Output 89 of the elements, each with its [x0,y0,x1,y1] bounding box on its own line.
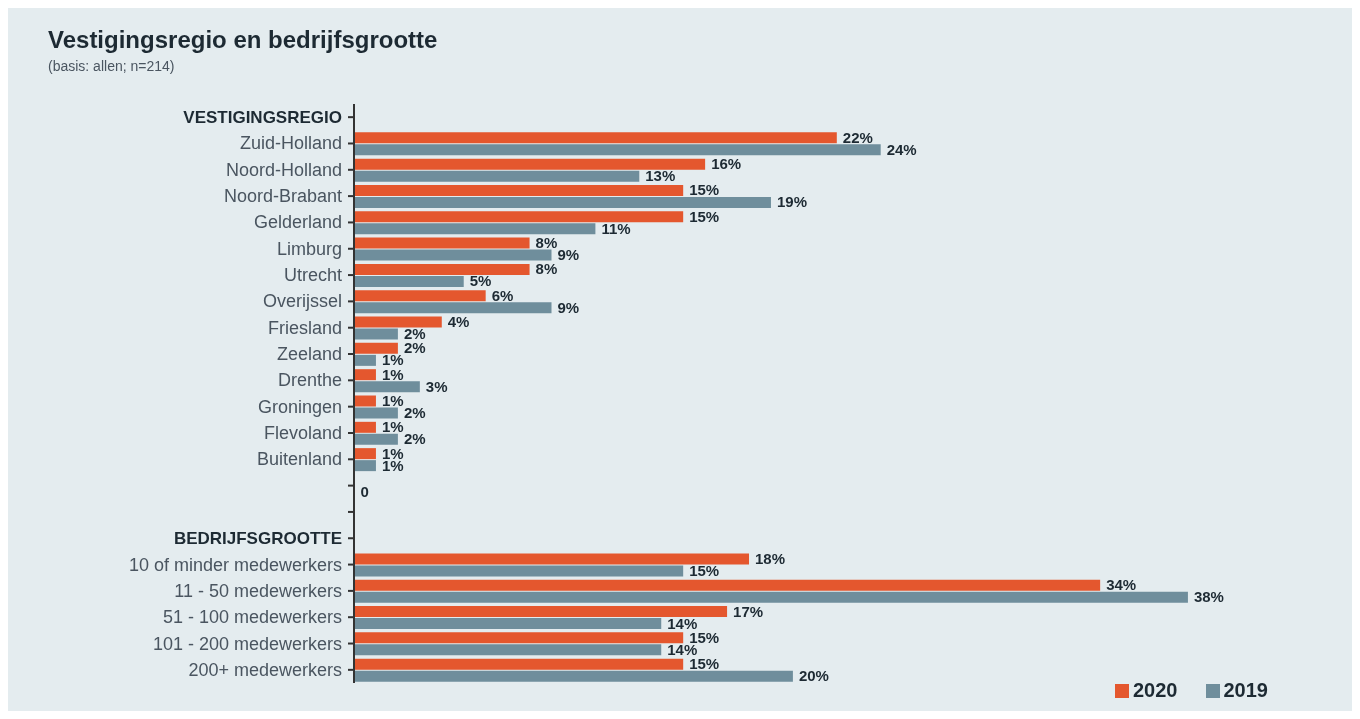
y-tick-label: Zuid-Holland [239,133,342,154]
bar [354,237,530,249]
bar [354,184,684,196]
y-tick-label: 11 - 50 medewerkers [174,580,342,601]
data-label: 2% [403,404,426,421]
bar [354,132,837,144]
bar [354,670,793,682]
y-tick-label: Noord-Holland [225,159,342,180]
y-tick-label: Noord-Brabant [223,186,342,207]
bar [354,553,750,565]
bar [354,421,376,433]
data-label: 15% [689,561,720,579]
bar [354,369,376,381]
text: (basis: allen; n=214) [48,58,175,74]
bar [354,354,376,366]
data-label: 15% [689,181,720,199]
data-label: 1% [381,418,404,436]
y-tick-label: Drenthe [277,370,342,391]
bar [354,144,881,156]
bar [354,565,684,577]
data-label: 24% [886,140,917,158]
y-tick-label: 10 of minder medewerkers [128,554,342,575]
data-label: 15% [689,207,720,225]
y-tick-label: VESTIGINGSREGIO [183,108,342,128]
y-tick-label: Utrecht [283,265,342,286]
data-label: 2% [403,430,426,448]
y-tick-label: Friesland [267,317,342,338]
legend-label: 2019 [1222,679,1268,702]
bar [354,433,398,445]
bar [354,275,464,287]
data-label: 22% [842,128,873,146]
y-tick-label: Flevoland [263,422,342,443]
bar [354,249,552,261]
y-tick-label: BEDRIJFSGROOTTE [173,529,342,549]
bar [354,644,662,656]
y-tick-label: Limburg [276,238,342,259]
bar [354,395,376,407]
y-tick-label: 51 - 100 medewerkers [162,607,342,628]
bar [354,460,376,472]
data-label: 38% [1193,588,1224,606]
bar [354,618,662,630]
bar [354,223,596,235]
data-label: 6% [491,286,514,304]
data-label: 3% [425,377,448,395]
bar [354,579,1101,591]
y-tick-label: 200+ medewerkers [188,659,342,680]
bar [354,302,552,314]
bar [354,211,684,223]
chart-title: Vestigingsregio en bedrijfsgrootte [48,26,438,54]
data-label: 0 [360,482,369,500]
y-tick-label: Groningen [257,396,342,417]
data-label: 16% [711,155,742,173]
bar [354,381,420,393]
data-label: 8% [535,260,558,278]
bar [354,196,771,208]
bar [354,170,640,182]
y-tick-label: Buitenland [256,449,342,470]
y-tick-label: Gelderland [253,212,342,233]
bar [354,448,376,460]
bar [354,158,706,170]
y-tick-label: 101 - 200 medewerkers [152,633,342,654]
data-label: 17% [733,602,764,620]
bar [354,407,398,419]
bar [354,328,398,340]
bar [354,591,1188,603]
data-label: 20% [798,667,829,685]
bar [354,606,728,618]
data-label: 19% [776,193,807,211]
bar [354,290,486,302]
data-label: 8% [535,234,558,252]
bar [354,658,684,670]
data-label: 15% [689,655,720,673]
bar [354,632,684,644]
data-label: 18% [755,549,786,567]
y-tick-label: Overijssel [262,291,342,312]
data-label: 9% [557,298,580,316]
bar [354,342,398,354]
bar [354,263,530,275]
data-label: 4% [447,313,470,331]
legend-label: 2020 [1132,679,1178,702]
y-tick-label: Zeeland [276,344,342,365]
data-label: 11% [601,219,631,237]
data-label: 34% [1106,576,1137,594]
data-label: 1% [381,392,404,409]
data-label: 14% [667,614,698,632]
data-label: 13% [645,167,676,185]
data-label: 5% [469,272,492,290]
bar [354,316,442,328]
data-label: 9% [557,246,580,264]
